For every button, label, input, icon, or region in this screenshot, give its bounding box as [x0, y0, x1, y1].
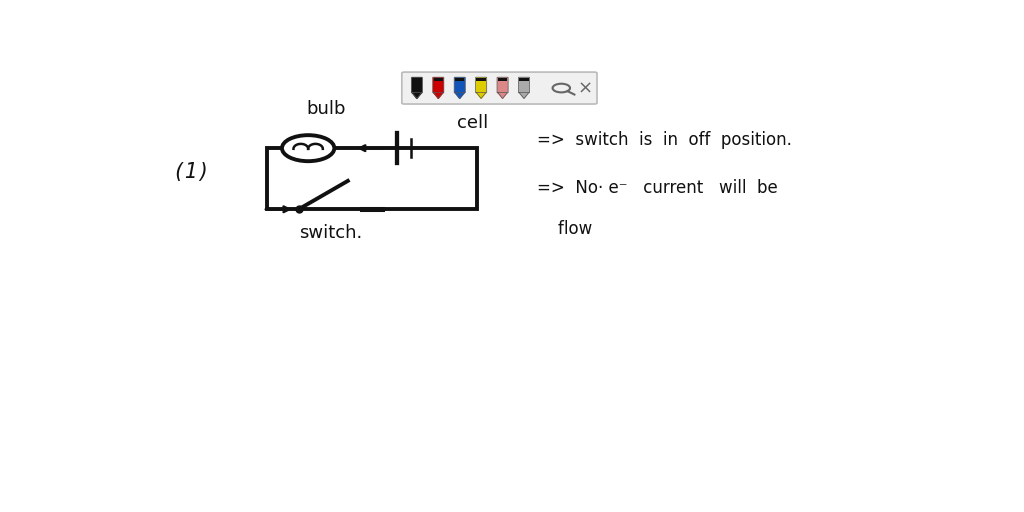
FancyBboxPatch shape — [518, 77, 529, 93]
Bar — [519, 77, 528, 81]
Polygon shape — [519, 93, 528, 98]
Text: bulb: bulb — [306, 100, 346, 118]
Text: switch.: switch. — [299, 224, 362, 242]
Bar — [267, 148, 477, 209]
Polygon shape — [476, 93, 486, 98]
FancyBboxPatch shape — [433, 77, 443, 93]
Text: =>  switch  is  in  off  position.: => switch is in off position. — [537, 131, 792, 150]
Polygon shape — [412, 93, 422, 98]
Bar — [498, 77, 507, 81]
FancyBboxPatch shape — [475, 77, 486, 93]
Bar — [433, 77, 443, 81]
Polygon shape — [498, 93, 507, 98]
Polygon shape — [455, 93, 465, 98]
FancyBboxPatch shape — [455, 77, 465, 93]
Circle shape — [282, 135, 334, 161]
Bar — [455, 77, 465, 81]
Bar — [412, 77, 422, 81]
Polygon shape — [433, 93, 443, 98]
FancyBboxPatch shape — [412, 77, 423, 93]
Text: flow: flow — [537, 220, 592, 238]
Text: =>  No· e⁻   current   will  be: => No· e⁻ current will be — [537, 179, 777, 197]
Text: (1): (1) — [173, 162, 210, 182]
Bar — [476, 77, 486, 81]
FancyBboxPatch shape — [401, 72, 597, 104]
Text: ×: × — [578, 79, 593, 97]
Text: cell: cell — [458, 114, 488, 132]
FancyBboxPatch shape — [497, 77, 508, 93]
